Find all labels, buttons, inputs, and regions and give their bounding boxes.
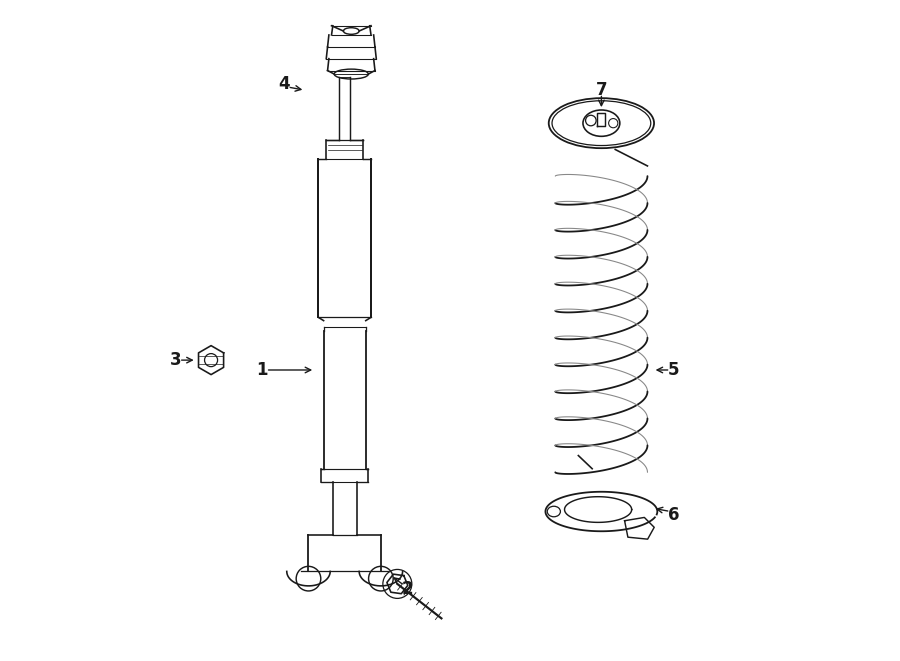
Text: 1: 1 — [256, 361, 268, 379]
Text: 2: 2 — [401, 580, 413, 598]
Text: 7: 7 — [596, 81, 608, 99]
Text: 5: 5 — [668, 361, 680, 379]
Text: 4: 4 — [278, 75, 290, 93]
Text: 6: 6 — [668, 506, 680, 524]
Text: 3: 3 — [170, 351, 181, 369]
